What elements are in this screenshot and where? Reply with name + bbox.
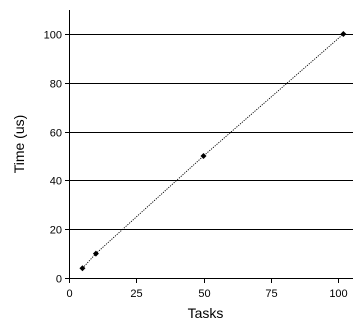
axes-layer [65,10,353,283]
y-tick-label-0: 0 [56,274,62,286]
y-tick-label-100: 100 [44,30,62,42]
data-point-0-0 [79,265,86,272]
x-tick-label-0: 0 [66,288,72,300]
grid-layer [69,34,353,230]
x-tick-label-100: 100 [329,288,347,300]
series-layer [79,31,347,272]
x-tick-label-25: 25 [130,288,142,300]
y-tick-label-40: 40 [50,176,62,188]
y-tick-label-20: 20 [50,225,62,237]
x-tick-label-50: 50 [198,288,210,300]
y-axis-title: Time (us) [11,115,27,174]
x-tick-label-75: 75 [265,288,277,300]
y-tick-label-80: 80 [50,79,62,91]
data-point-0-1 [92,250,99,257]
data-point-0-3 [340,31,347,37]
y-tick-label-60: 60 [50,128,62,140]
labels-layer: Tasks Time (us) 0 20 40 60 80 100 0 25 50 75 100 [11,30,348,322]
series-line-0 [82,33,344,269]
x-axis-title: Tasks [188,305,224,321]
data-point-0-2 [200,153,207,159]
